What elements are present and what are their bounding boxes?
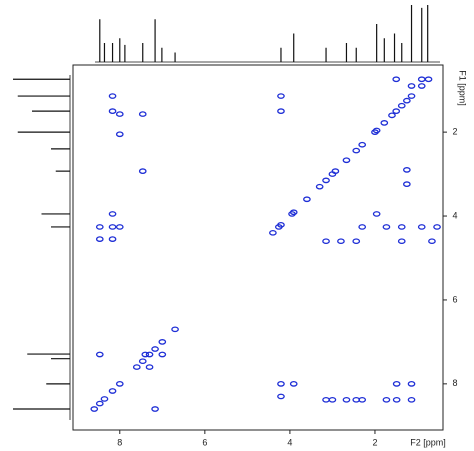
cross-peak — [322, 177, 330, 184]
cross-peak — [277, 393, 285, 400]
cross-peak — [337, 238, 345, 245]
cross-peak — [100, 396, 109, 402]
cross-peak — [388, 112, 396, 119]
cross-peak — [141, 351, 150, 358]
cross-peak — [352, 238, 361, 245]
x-tick-label: 8 — [117, 437, 122, 447]
x-axis-label: F2 [ppm] — [410, 437, 446, 447]
y-tick-label: 6 — [452, 294, 457, 304]
cross-peak — [352, 147, 361, 154]
cross-peak — [328, 171, 337, 177]
cross-peak — [372, 211, 381, 217]
cross-peak — [380, 120, 389, 126]
cross-peak — [90, 406, 99, 412]
cross-peak — [403, 97, 411, 104]
cross-peak — [315, 183, 324, 190]
cross-peak — [274, 224, 283, 230]
cross-peak — [428, 238, 436, 245]
cross-peak — [151, 346, 159, 352]
y-tick-label: 4 — [452, 210, 457, 220]
cross-peak — [277, 381, 285, 387]
cross-peak — [289, 381, 298, 387]
cross-peak — [382, 396, 391, 403]
y-axis-label: F1 [ppm] — [458, 70, 468, 106]
cross-peak — [171, 326, 179, 333]
cross-peak — [407, 83, 416, 89]
cross-peak — [417, 76, 426, 83]
cross-peak — [95, 236, 104, 242]
cross-peak — [132, 364, 141, 370]
cross-peak — [328, 396, 337, 403]
cross-peak — [151, 406, 159, 412]
cross-peak — [115, 224, 124, 230]
cross-peak — [358, 396, 367, 403]
cross-peak — [108, 211, 117, 217]
cross-peak — [145, 364, 154, 370]
x-tick-label: 4 — [287, 437, 292, 447]
x-tick-label: 6 — [202, 437, 207, 447]
cross-peak — [115, 111, 124, 117]
cross-peak — [417, 224, 426, 230]
cross-peak — [397, 224, 406, 230]
cross-peak — [277, 108, 285, 114]
cross-peak — [407, 396, 416, 403]
y-tick-label: 2 — [452, 127, 457, 137]
cross-peak — [277, 93, 285, 99]
cross-peak — [358, 224, 367, 230]
cross-peak — [397, 102, 406, 109]
cross-peak — [342, 396, 351, 403]
cross-peak — [269, 229, 277, 236]
cross-peak — [95, 400, 104, 407]
cross-peak — [392, 76, 401, 83]
cross-peak — [108, 388, 117, 394]
cross-peak — [403, 181, 411, 187]
cross-peak — [322, 396, 330, 403]
cross-peak — [407, 93, 416, 99]
cross-peak — [358, 141, 367, 148]
y-tick-label: 8 — [452, 378, 457, 388]
cross-peak — [288, 211, 296, 217]
cross-peak — [407, 381, 416, 387]
cross-peak — [322, 238, 330, 245]
cross-peak — [108, 108, 117, 114]
cross-peak — [303, 196, 311, 203]
cross-peak — [138, 168, 147, 174]
cross-peak — [424, 76, 433, 83]
cross-peak — [342, 157, 351, 164]
cross-peak — [108, 224, 117, 230]
plot-frame — [72, 64, 444, 431]
cross-peak — [433, 224, 441, 230]
cross-peak — [115, 131, 124, 138]
cross-peak — [397, 238, 406, 245]
x-tick-label: 2 — [372, 437, 377, 447]
cross-peak — [392, 381, 401, 387]
cross-peak — [392, 108, 401, 114]
cross-peak — [158, 351, 167, 358]
cross-peak — [108, 93, 117, 99]
cross-peak — [392, 396, 401, 403]
cross-peak — [95, 224, 104, 230]
cross-peak — [145, 351, 154, 358]
cross-peak — [158, 339, 167, 345]
cross-peak — [138, 111, 147, 117]
cross-peak — [403, 167, 411, 173]
cross-peak — [108, 236, 117, 242]
cross-peak — [371, 129, 379, 135]
cross-peak — [95, 351, 104, 358]
cross-peak — [138, 358, 147, 365]
cross-peak — [382, 224, 391, 230]
cross-peak — [417, 83, 426, 89]
cross-peak — [115, 381, 124, 387]
